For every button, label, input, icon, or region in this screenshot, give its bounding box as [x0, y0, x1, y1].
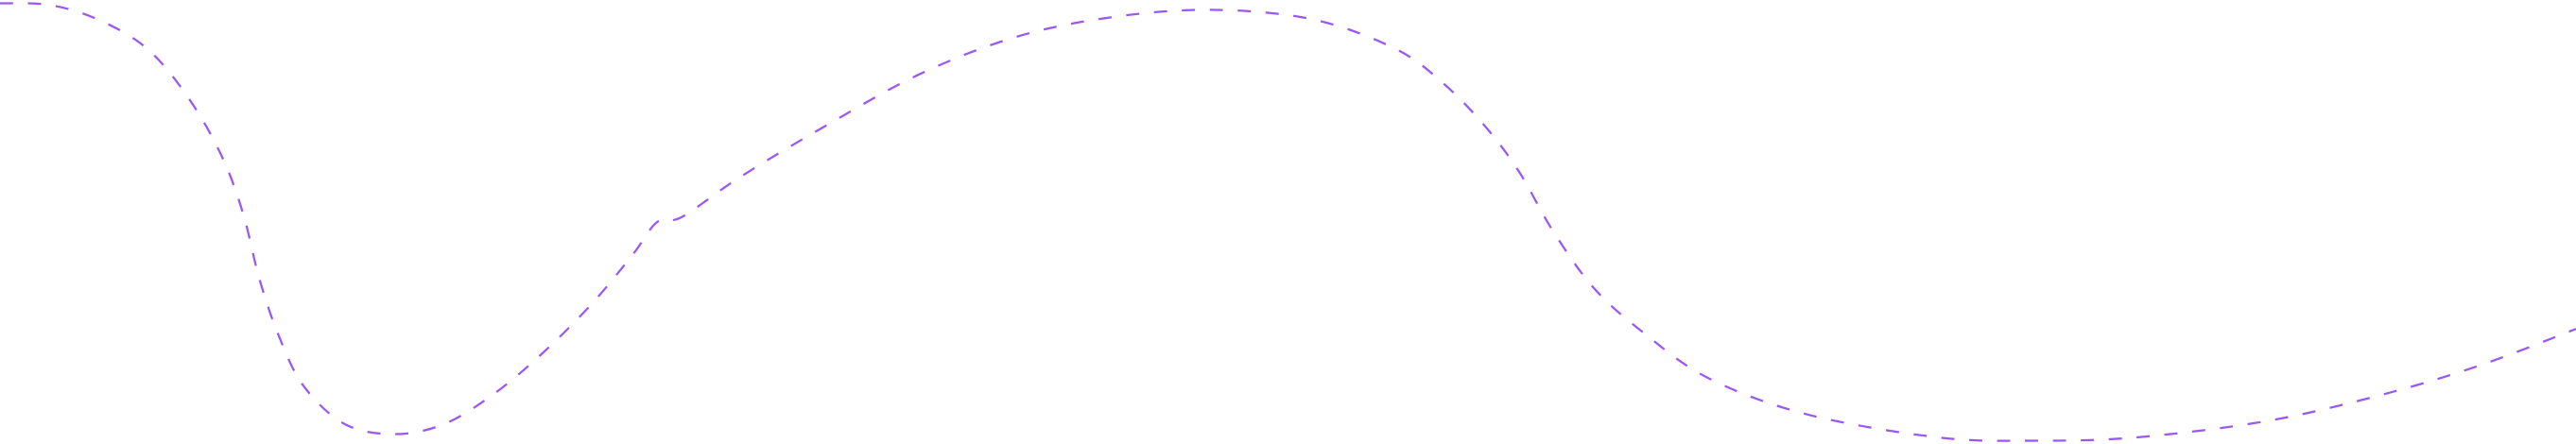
dashed-curve — [0, 2, 2576, 442]
page: (() => { const el = document.getElementB… — [0, 2, 2576, 442]
decorative-curve-canvas — [0, 2, 2576, 442]
